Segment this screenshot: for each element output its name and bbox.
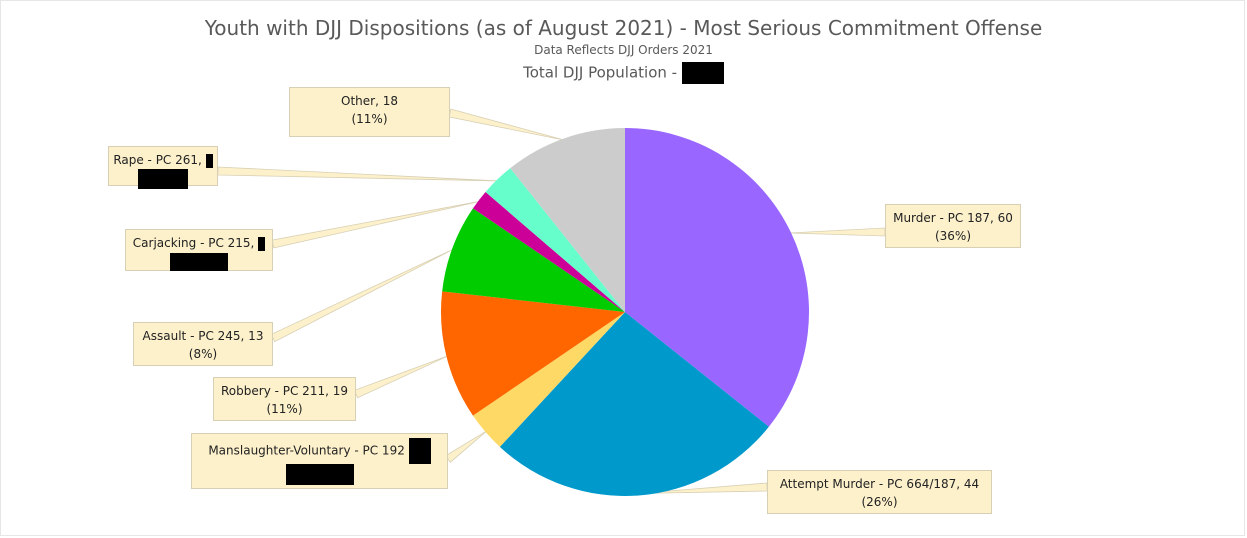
slice-label-robbery: Robbery - PC 211, 19 (11%) — [213, 377, 356, 421]
pie-slice-murder — [625, 128, 809, 427]
leader-line-murder — [788, 227, 886, 237]
slice-label-carjacking: Carjacking - PC 215, — [125, 229, 273, 271]
population-redaction — [681, 62, 724, 84]
slice-label-other: Other, 18 (11%) — [289, 87, 450, 137]
pie-slice-manslaughter — [472, 312, 625, 447]
leader-line-carjacking — [271, 200, 481, 249]
pie-slices — [441, 128, 809, 496]
leader-line-assault — [270, 248, 455, 343]
carjacking-redaction-2 — [170, 252, 228, 271]
pie-slice-attempt-murder — [499, 312, 769, 496]
chart-title: Youth with DJJ Dispositions (as of Augus… — [204, 16, 1043, 40]
leader-line-manslaughter — [445, 430, 488, 463]
pie-slice-carjacking — [472, 191, 625, 312]
carjacking-redaction — [258, 236, 266, 251]
leader-line-rape — [217, 166, 499, 182]
chart-subtitle: Data Reflects DJJ Orders 2021 — [534, 43, 713, 57]
manslaughter-redaction — [408, 438, 431, 464]
slice-label-murder: Murder - PC 187, 60 (36%) — [885, 204, 1021, 248]
pie-slice-other — [510, 128, 625, 312]
leader-line-other — [448, 108, 565, 141]
slice-label-manslaughter: Manslaughter-Voluntary - PC 192 — [191, 433, 448, 489]
rape-redaction-2 — [138, 169, 188, 189]
pie-slice-rape — [485, 168, 625, 312]
manslaughter-redaction-2 — [285, 464, 354, 485]
population-label: Total DJJ Population - — [523, 63, 678, 82]
rape-redaction — [205, 153, 213, 168]
slice-label-attempt-murder: Attempt Murder - PC 664/187, 44 (26%) — [767, 470, 992, 514]
pie-slice-assault — [442, 208, 625, 312]
leader-line-robbery — [353, 355, 449, 399]
leader-lines — [217, 108, 886, 494]
pie-slice-robbery — [441, 291, 625, 416]
chart-population-line: Total DJJ Population - — [0, 62, 1247, 84]
slice-label-rape: Rape - PC 261, — [108, 146, 218, 189]
slice-label-assault: Assault - PC 245, 13 (8%) — [133, 322, 273, 366]
